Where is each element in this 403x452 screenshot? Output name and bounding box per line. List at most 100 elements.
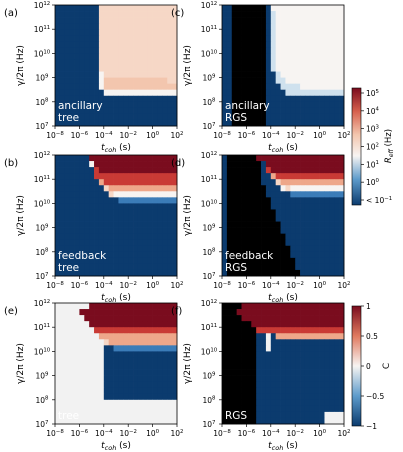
heatmap-cell <box>123 77 129 84</box>
heatmap-cell <box>74 53 80 60</box>
heatmap-cell <box>64 83 70 91</box>
heatmap-cell <box>172 101 178 109</box>
heatmap-cell <box>222 393 228 401</box>
heatmap-cell <box>261 263 267 271</box>
heatmap-cell <box>334 333 340 340</box>
heatmap-cell <box>108 387 114 395</box>
heatmap-cell <box>128 221 134 228</box>
heatmap-cell <box>270 315 277 322</box>
heatmap-cell <box>236 369 242 376</box>
heatmap-cell <box>300 197 306 204</box>
heatmap-cell <box>94 221 100 228</box>
heatmap-cell <box>79 161 85 168</box>
heatmap-cell <box>89 71 95 78</box>
heatmap-cell <box>98 35 105 42</box>
heatmap-cell <box>314 363 320 370</box>
heatmap-cell <box>167 309 173 316</box>
heatmap-cell <box>309 161 316 168</box>
heatmap-cell <box>167 173 173 180</box>
heatmap-cell <box>300 345 306 352</box>
heatmap-cell <box>142 77 149 84</box>
heatmap-cell <box>334 257 340 265</box>
heatmap-cell <box>133 71 139 78</box>
heatmap-cell <box>118 83 124 91</box>
heatmap-cell <box>152 221 158 228</box>
heatmap-cell <box>133 59 139 66</box>
heatmap-cell <box>128 233 134 241</box>
heatmap-cell <box>329 315 335 322</box>
heatmap-cell <box>147 333 153 340</box>
heatmap-cell <box>334 35 340 42</box>
heatmap-cell <box>251 179 257 186</box>
heatmap-cell <box>147 89 153 97</box>
heatmap-cell <box>113 71 119 78</box>
heatmap-cell <box>108 221 114 228</box>
heatmap-cell <box>59 65 66 72</box>
heatmap-cell <box>128 47 134 54</box>
heatmap-cell <box>236 11 242 18</box>
heatmap-cell <box>309 29 316 36</box>
heatmap-cell <box>285 315 291 322</box>
heatmap-cell <box>290 59 296 66</box>
heatmap-cell <box>133 191 139 198</box>
heatmap-cell <box>339 161 345 168</box>
heatmap-cell <box>231 411 237 419</box>
heatmap-cell <box>103 215 110 222</box>
heatmap-cell <box>304 263 311 271</box>
heatmap-cell <box>334 387 340 395</box>
heatmap-cell <box>246 351 252 358</box>
heatmap-cell <box>167 167 173 174</box>
heatmap-cell <box>261 315 267 322</box>
heatmap-cell <box>79 65 85 72</box>
heatmap-cell <box>324 339 330 346</box>
heatmap-cell <box>147 215 153 222</box>
heatmap-cell <box>133 11 139 18</box>
heatmap-cell <box>69 381 75 389</box>
heatmap-cell <box>103 263 110 271</box>
heatmap-cell <box>123 107 129 115</box>
heatmap-cell <box>304 197 311 204</box>
heatmap-cell <box>334 71 340 78</box>
heatmap-cell <box>300 363 306 370</box>
heatmap-cell <box>152 41 158 48</box>
heatmap-cell <box>152 77 158 84</box>
heatmap-cell <box>324 357 330 364</box>
heatmap-cell <box>309 71 316 78</box>
heatmap-cell <box>304 5 311 12</box>
plot-frame <box>221 302 345 425</box>
x-tick-label: 100 <box>313 429 327 438</box>
heatmap-cell <box>265 173 272 180</box>
heatmap-cell <box>251 303 257 310</box>
heatmap-cell <box>137 209 144 216</box>
heatmap-cell <box>157 47 163 54</box>
heatmap-cell <box>84 107 90 115</box>
heatmap-cell <box>246 5 252 12</box>
heatmap-cell <box>64 393 70 401</box>
heatmap-cell <box>84 95 90 103</box>
heatmap-cell <box>55 5 61 12</box>
heatmap-cell <box>98 257 105 265</box>
heatmap-cell <box>339 363 345 370</box>
heatmap-cell <box>256 357 262 364</box>
heatmap-cell <box>339 339 345 346</box>
heatmap-cell <box>334 101 340 109</box>
heatmap-cell <box>304 155 311 162</box>
heatmap-cell <box>275 203 281 210</box>
heatmap-cell <box>251 65 257 72</box>
heatmap-cell <box>79 375 85 382</box>
heatmap-cell <box>94 387 100 395</box>
heatmap-cell <box>324 35 330 42</box>
heatmap-cell <box>89 11 95 18</box>
panel-annotation: ancillary <box>58 100 103 112</box>
heatmap-cell <box>334 363 340 370</box>
heatmap-cell <box>59 77 66 84</box>
heatmap-cell <box>142 245 149 253</box>
panel-annotation: tree <box>58 112 79 124</box>
heatmap-cell <box>246 77 252 84</box>
heatmap-cell <box>314 393 320 401</box>
heatmap-cell <box>295 65 301 72</box>
heatmap-cell <box>304 269 311 277</box>
heatmap-cell <box>241 351 247 358</box>
heatmap-cell <box>128 59 134 66</box>
heatmap-cell <box>319 381 325 389</box>
